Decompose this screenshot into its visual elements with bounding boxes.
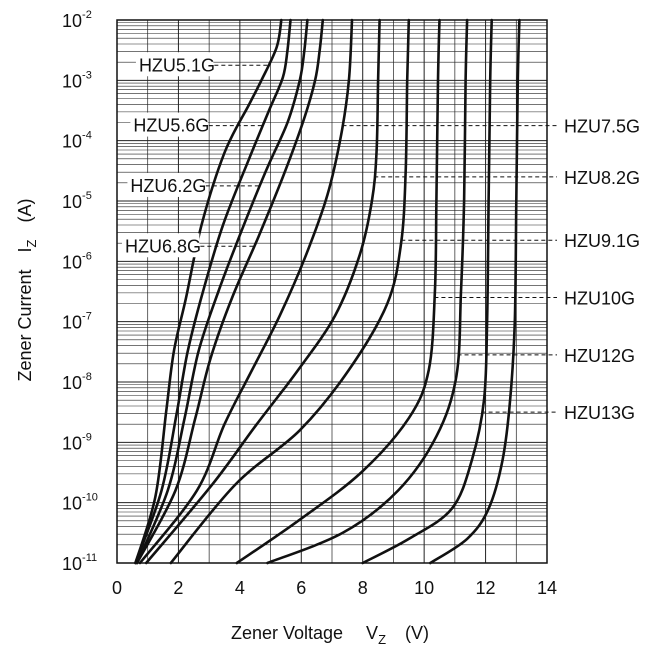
- curve-hzu12g: [266, 18, 469, 565]
- curve-unlabeled: [429, 18, 521, 565]
- curve-hzu6-8g: [135, 18, 325, 565]
- label-hzu9-1g: HZU9.1G: [564, 231, 640, 251]
- label-hzu10g: HZU10G: [564, 289, 635, 309]
- label-bg-hzu5-6g: [130, 112, 208, 137]
- label-hzu5-1g: HZU5.1G: [139, 55, 215, 75]
- curve-hzu7-5g: [138, 18, 354, 565]
- curve-hzu13g: [361, 18, 493, 565]
- curves: [134, 18, 521, 565]
- x-axis-symbol: V: [366, 623, 378, 643]
- y-tick-base: 10: [62, 494, 82, 514]
- y-tick-label: 10-4: [62, 130, 92, 152]
- y-axis-label: Zener Current: [15, 269, 35, 381]
- y-tick-base: 10: [62, 132, 82, 152]
- label-bg-hzu6-8g: [121, 233, 200, 258]
- y-tick-base: 10: [62, 373, 82, 393]
- x-axis-unit: (V): [405, 623, 429, 643]
- y-axis-title: Zener Current IZ (A): [15, 198, 40, 381]
- x-tick-label: 8: [358, 578, 368, 598]
- y-tick-base: 10: [62, 71, 82, 91]
- curve-hzu6-2g: [135, 18, 309, 565]
- curve-hzu5-6g: [134, 18, 292, 565]
- y-tick-label: 10-11: [62, 552, 97, 574]
- y-tick-base: 10: [62, 252, 82, 272]
- plot-frame: [116, 19, 548, 564]
- y-tick-label: 10-5: [62, 190, 92, 212]
- curve-hzu8-2g: [144, 18, 381, 565]
- x-tick-label: 10: [414, 578, 434, 598]
- grid: [116, 20, 548, 564]
- label-bg-hzu5-1g: [135, 52, 214, 77]
- x-axis-label: Zener Voltage: [231, 623, 343, 643]
- y-axis-symbol-sub: Z: [24, 239, 39, 247]
- y-tick-label: 10-9: [62, 431, 92, 453]
- y-tick-exponent: -3: [82, 69, 92, 81]
- y-tick-exponent: -6: [82, 250, 92, 262]
- y-axis-symbol: I: [15, 247, 35, 252]
- y-tick-base: 10: [62, 11, 82, 31]
- y-axis-unit: (A): [15, 198, 35, 222]
- curve-hzu10g: [235, 18, 441, 565]
- y-tick-exponent: -8: [82, 371, 92, 383]
- y-tick-exponent: -10: [82, 492, 98, 504]
- label-hzu5-6g: HZU5.6G: [133, 116, 209, 136]
- label-hzu8-2g: HZU8.2G: [564, 168, 640, 188]
- curve-hzu5-1g: [134, 18, 283, 565]
- x-tick-label: 14: [537, 578, 557, 598]
- label-hzu7-5g: HZU7.5G: [564, 117, 640, 137]
- label-bg-hzu6-2g: [127, 172, 205, 197]
- y-tick-exponent: -4: [82, 130, 92, 142]
- x-tick-label: 4: [235, 578, 245, 598]
- y-tick-exponent: -11: [82, 552, 97, 564]
- x-tick-label: 2: [173, 578, 183, 598]
- y-tick-labels: 10-1110-1010-910-810-710-610-510-410-310…: [62, 9, 98, 574]
- label-hzu6-2g: HZU6.2G: [130, 176, 206, 196]
- y-tick-exponent: -5: [82, 190, 92, 202]
- curve-labels: HZU5.1G HZU5.6G HZU6.2G HZU6.8G HZU7.5G HZU8.…: [121, 52, 640, 423]
- y-tick-exponent: -2: [82, 9, 92, 21]
- y-tick-exponent: -9: [82, 431, 92, 443]
- label-hzu12g: HZU12G: [564, 346, 635, 366]
- y-tick-base: 10: [62, 313, 82, 333]
- curve-hzu9-1g: [169, 18, 411, 565]
- x-axis-symbol-sub: Z: [378, 632, 386, 647]
- y-tick-label: 10-10: [62, 492, 98, 514]
- x-tick-label: 12: [476, 578, 496, 598]
- y-tick-exponent: -7: [82, 311, 92, 323]
- y-tick-label: 10-2: [62, 9, 92, 31]
- y-tick-base: 10: [62, 433, 82, 453]
- x-tick-labels: 0 2 4 6 8 10 12 14: [112, 578, 557, 598]
- y-tick-base: 10: [62, 554, 82, 574]
- y-tick-label: 10-3: [62, 69, 92, 91]
- x-tick-label: 6: [296, 578, 306, 598]
- x-axis-title: Zener Voltage VZ (V): [231, 623, 429, 648]
- label-hzu6-8g: HZU6.8G: [125, 236, 201, 256]
- label-hzu13g: HZU13G: [564, 403, 635, 423]
- y-tick-base: 10: [62, 192, 82, 212]
- y-tick-label: 10-6: [62, 250, 92, 272]
- x-tick-label: 0: [112, 578, 122, 598]
- y-tick-label: 10-8: [62, 371, 92, 393]
- y-tick-label: 10-7: [62, 311, 92, 333]
